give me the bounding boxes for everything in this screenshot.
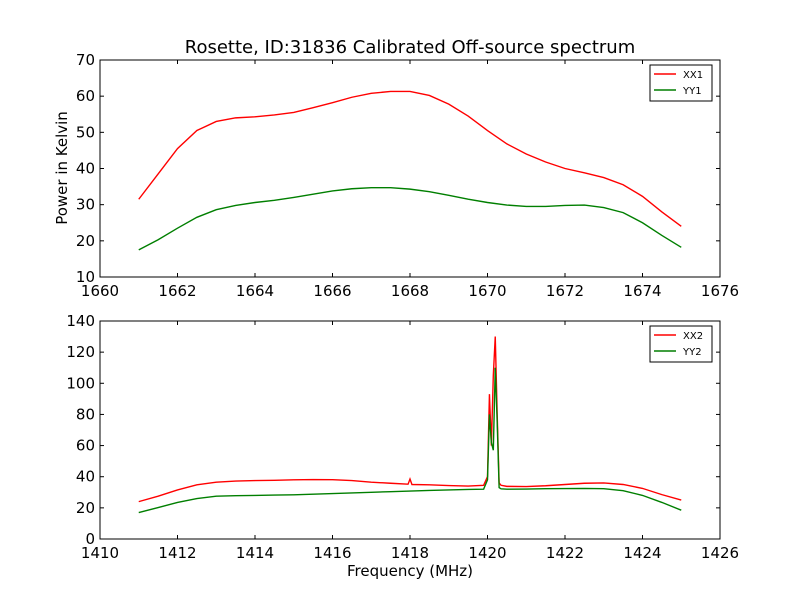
bottom-y-tick-label: 60	[76, 437, 95, 455]
top-y-tick-label: 60	[76, 87, 95, 105]
top-x-tick-label: 1664	[236, 282, 274, 300]
top-series-line-xx1	[138, 90, 682, 227]
top-plot-frame	[99, 59, 721, 278]
bottom-legend-box	[649, 325, 713, 363]
bottom-x-tick-label: 1412	[158, 544, 196, 562]
top-subplot: 1660 1662 1664 1666 1668 1670 1672 1674 1676 10 20…	[76, 51, 739, 300]
top-x-tick-label: 1672	[546, 282, 584, 300]
top-x-tick-label: 1660	[81, 282, 119, 300]
top-y-tick-label: 10	[76, 268, 95, 286]
bottom-subplot: 1410 1412 1414 1416 1418 1420 1422 1424 1426 0 20 4…	[66, 312, 739, 562]
bottom-y-tick-label: 80	[76, 405, 95, 423]
top-y-tick-label: 30	[76, 196, 95, 214]
bottom-y-tick-label: 100	[66, 374, 95, 392]
top-y-axis-label: Power in Kelvin	[53, 111, 71, 225]
top-y-tick-label: 20	[76, 232, 95, 250]
bottom-legend-label-xx2: XX2	[683, 331, 703, 342]
bottom-series-line-xx2	[138, 336, 682, 503]
bottom-x-tick-label: 1424	[623, 544, 661, 562]
bottom-x-tick-label: 1416	[313, 544, 351, 562]
bottom-x-tick-label: 1410	[81, 544, 119, 562]
bottom-x-tick-label: 1422	[546, 544, 584, 562]
bottom-y-tick-label: 120	[66, 343, 95, 361]
top-x-tick-label: 1668	[391, 282, 429, 300]
top-x-tick-label: 1662	[158, 282, 196, 300]
top-legend-box	[649, 64, 713, 102]
top-x-tick-label: 1666	[313, 282, 351, 300]
chart-title: Rosette, ID:31836 Calibrated Off-source …	[185, 37, 635, 58]
bottom-plot-frame	[99, 320, 721, 540]
top-y-tick-label: 40	[76, 160, 95, 178]
top-x-tick-label: 1670	[468, 282, 506, 300]
top-legend-label-xx1: XX1	[683, 70, 703, 81]
bottom-x-tick-label: 1418	[391, 544, 429, 562]
top-y-tick-label: 70	[76, 51, 95, 69]
top-series-line-yy1	[138, 186, 682, 251]
top-y-tick-label: 50	[76, 123, 95, 141]
bottom-x-axis-label: Frequency (MHz)	[347, 562, 473, 580]
top-x-tick-label: 1674	[623, 282, 661, 300]
top-x-tick-label: 1676	[701, 282, 739, 300]
bottom-y-tick-label: 40	[76, 468, 95, 486]
bottom-x-tick-label: 1414	[236, 544, 274, 562]
bottom-y-tick-label: 0	[85, 530, 95, 548]
bottom-series-line-yy2	[138, 367, 682, 514]
bottom-y-tick-label: 20	[76, 499, 95, 517]
bottom-legend-label-yy2: YY2	[682, 347, 702, 358]
bottom-x-tick-label: 1420	[468, 544, 506, 562]
top-legend-label-yy1: YY1	[682, 86, 702, 97]
bottom-x-tick-label: 1426	[701, 544, 739, 562]
bottom-y-tick-label: 140	[66, 312, 95, 330]
